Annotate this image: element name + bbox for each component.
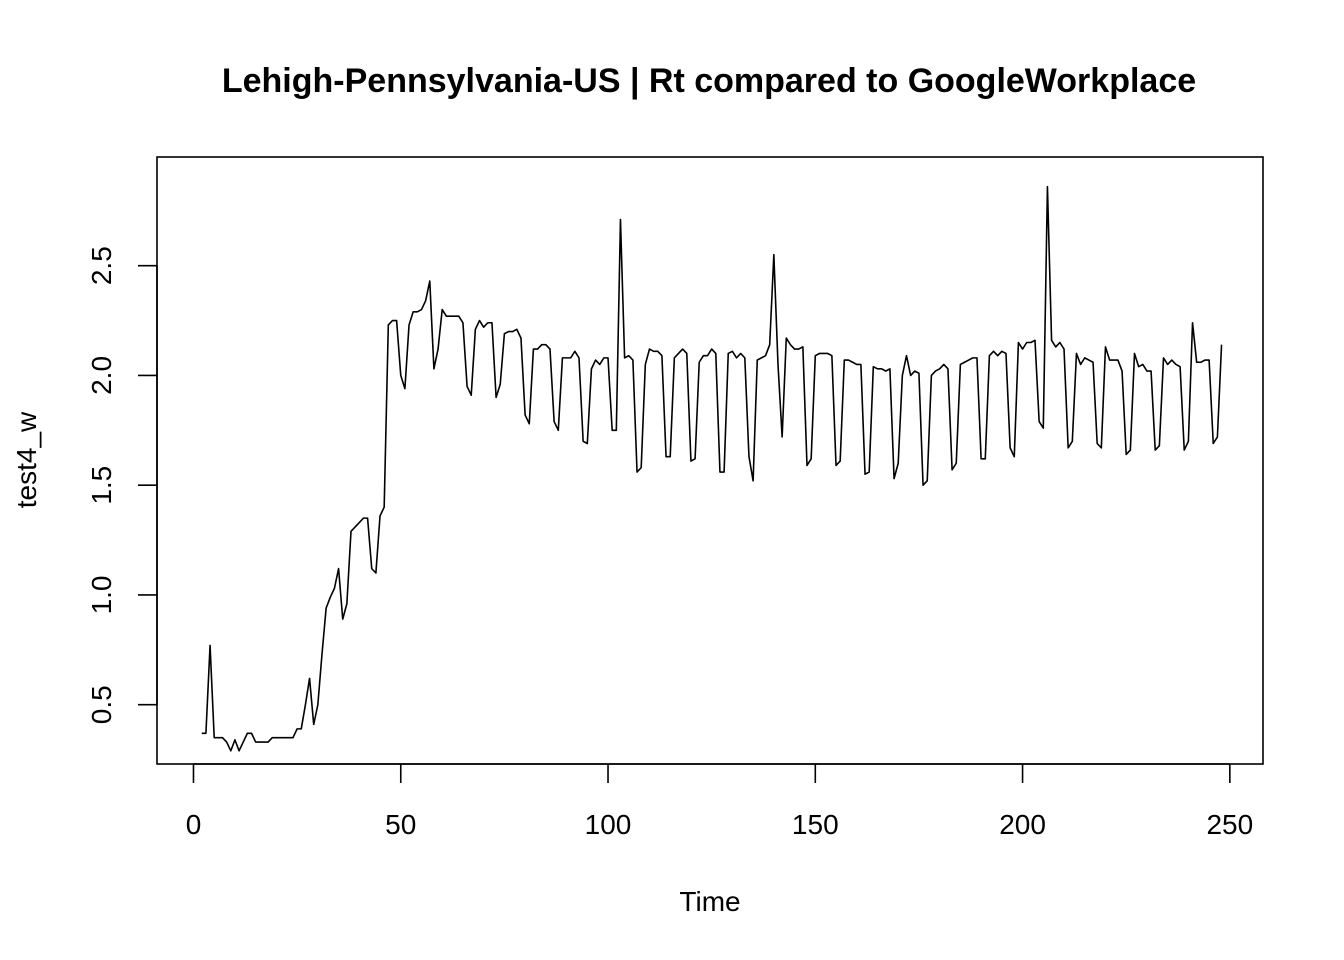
series-layer [201,185,1223,752]
x-tick-label: 250 [1206,809,1253,840]
x-tick-label: 200 [999,809,1046,840]
y-axis: 0.5 1.0 1.5 2.0 2.5 [86,246,158,724]
y-tick-label: 1.5 [86,466,117,505]
x-tick-label: 0 [186,809,202,840]
x-tick-label: 150 [792,809,839,840]
y-tick-label: 2.5 [86,246,117,285]
series-line [201,185,1223,752]
plot-frame [156,156,1264,765]
y-tick-label: 0.5 [86,685,117,724]
x-axis-label: Time [679,886,740,917]
y-tick-label: 1.0 [86,575,117,614]
x-tick-label: 50 [385,809,416,840]
y-tick-label: 2.0 [86,356,117,395]
chart-title: Lehigh-Pennsylvania-US | Rt compared to … [222,62,1196,100]
x-axis: 0 50 100 150 200 250 [186,763,1253,840]
x-tick-label: 100 [585,809,632,840]
y-axis-label: test4_w [11,411,42,508]
